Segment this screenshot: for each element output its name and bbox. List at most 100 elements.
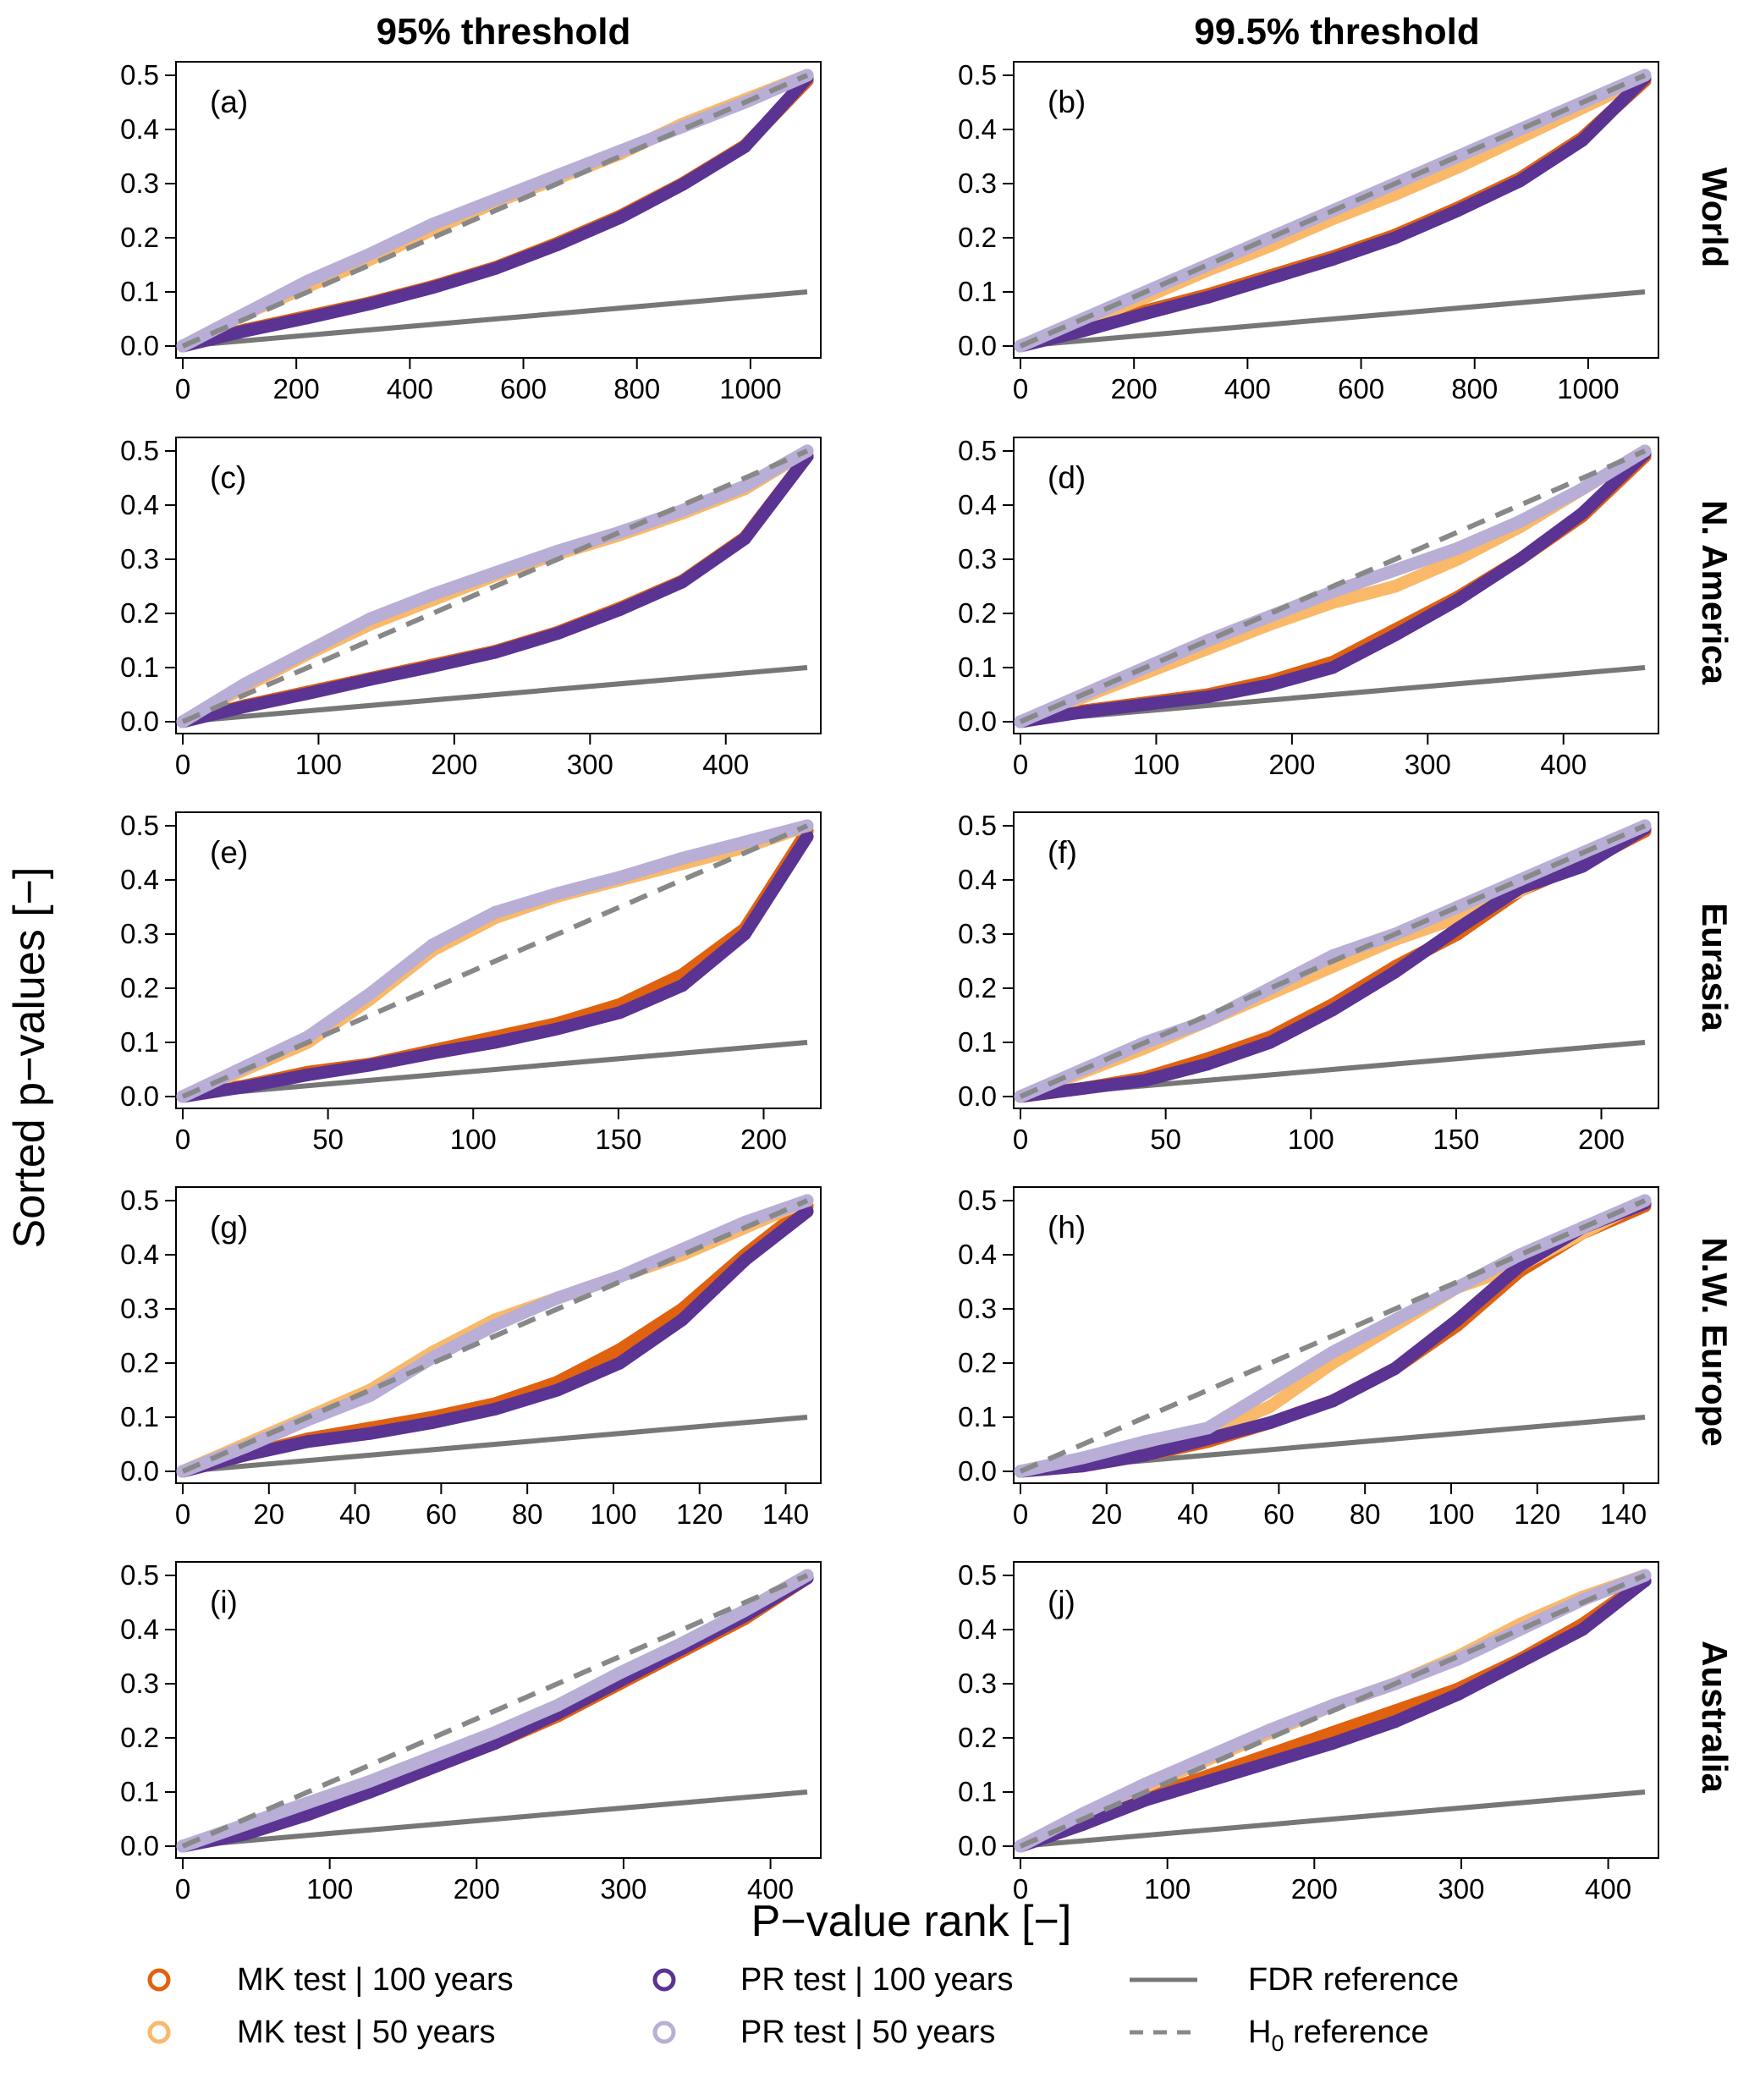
data-point	[1326, 1345, 1339, 1359]
x-tick-label: 200	[1291, 1873, 1338, 1905]
data-point	[1076, 1081, 1090, 1095]
series-line-pr-50	[1014, 1569, 1652, 1853]
data-point	[1201, 1750, 1214, 1763]
series-line-pr-100	[1014, 822, 1652, 1103]
panel-label: (a)	[210, 85, 248, 119]
data-point	[301, 311, 315, 325]
x-tick-label: 150	[595, 1124, 641, 1155]
panel-label: (i)	[210, 1585, 238, 1619]
data-point	[426, 588, 439, 602]
y-tick-label: 0.1	[120, 651, 159, 683]
series-line-pr-50	[176, 819, 814, 1103]
data-point	[1326, 1394, 1339, 1408]
data-point	[363, 297, 377, 311]
data-point	[1201, 1014, 1214, 1027]
data-point	[1076, 1451, 1090, 1465]
data-point	[1513, 552, 1526, 566]
x-tick-label: 20	[253, 1498, 284, 1530]
panel-frame	[175, 61, 822, 359]
x-tick-label: 100	[450, 1124, 497, 1155]
data-point	[301, 1808, 315, 1822]
fdr-reference-line	[182, 1415, 808, 1474]
data-point	[1139, 1777, 1152, 1790]
panel-frame	[1013, 61, 1659, 359]
y-tick-label: 0.4	[958, 113, 997, 145]
legend-label: FDR reference	[1248, 1962, 1459, 1998]
series-line-pr-100	[176, 1205, 814, 1478]
data-point	[1263, 1416, 1277, 1429]
y-tick-label: 0.4	[120, 1239, 159, 1270]
data-point	[613, 871, 627, 884]
series-line-pr-50	[1014, 1194, 1652, 1478]
data-point	[1389, 1361, 1402, 1375]
x-tick-label: 0	[175, 1498, 190, 1530]
panels: 0.00.10.20.30.40.50 200 400 600 800 1000(a)0.…	[120, 59, 1659, 1905]
data-point	[1513, 514, 1526, 528]
x-tick-label: 0	[175, 1124, 190, 1155]
data-point	[1201, 1421, 1214, 1435]
legend-marker	[147, 2020, 171, 2044]
x-tick-label: 140	[762, 1498, 809, 1530]
data-point	[1451, 1688, 1465, 1701]
legend-label: PR test | 100 years	[740, 1962, 1013, 1998]
series-pr-50	[176, 444, 814, 728]
data-point	[301, 274, 315, 288]
data-point	[1263, 1383, 1277, 1397]
panel-frame	[175, 1561, 822, 1859]
data-point	[426, 1416, 439, 1429]
x-tick-label: 300	[567, 749, 613, 780]
y-tick-label: 0.2	[958, 222, 997, 253]
h0-reference-line	[1019, 448, 1647, 724]
data-point	[1326, 1736, 1339, 1750]
series-line-pr-100	[176, 830, 814, 1103]
panel-label: (h)	[1048, 1210, 1086, 1245]
x-tick-label: 80	[512, 1498, 543, 1530]
data-point	[426, 938, 439, 952]
data-point	[613, 1666, 627, 1679]
data-point	[1389, 1313, 1402, 1327]
y-tick-label: 0.3	[120, 1293, 159, 1324]
series-line-pr-50	[1014, 444, 1652, 728]
x-tick-label: 50	[1150, 1124, 1181, 1155]
panel-label: (f)	[1048, 835, 1077, 870]
data-point	[738, 1604, 751, 1618]
h0-reference-line	[1019, 73, 1647, 349]
data-point	[363, 1388, 377, 1402]
panel-label: (j)	[1048, 1585, 1075, 1619]
series-line-pr-100	[1014, 447, 1652, 728]
x-tick-label: 0	[1013, 373, 1028, 404]
data-point	[426, 1750, 439, 1763]
data-point	[551, 544, 564, 558]
x-tick-label: 100	[1133, 749, 1180, 780]
y-tick-label: 0.1	[120, 276, 159, 307]
legend-item-mk-test-50-years: MK test | 50 years	[147, 2015, 496, 2050]
data-point	[551, 168, 564, 182]
y-tick-label: 0.3	[958, 1293, 997, 1324]
x-tick-label: 50	[312, 1124, 344, 1155]
x-tick-label: 20	[1091, 1498, 1122, 1530]
y-tick-label: 0.5	[958, 1185, 997, 1216]
data-point	[1263, 1036, 1277, 1049]
data-point	[1263, 609, 1277, 623]
x-tick-label: 100	[295, 749, 342, 780]
data-point	[1263, 1756, 1277, 1769]
column-title-99-5: 99.5% threshold	[1194, 11, 1479, 52]
y-tick-label: 0.3	[958, 168, 997, 199]
data-point	[363, 673, 377, 686]
series-pr-50	[176, 819, 814, 1103]
legend-item-pr-test-50-years: PR test | 50 years	[652, 2015, 995, 2050]
y-tick-label: 0.3	[958, 1668, 997, 1699]
data-point	[1139, 1074, 1152, 1087]
y-tick-label: 0.0	[958, 1455, 997, 1487]
series-line-pr-50	[176, 69, 814, 353]
data-point	[613, 603, 627, 617]
data-point	[1451, 541, 1465, 555]
y-tick-label: 0.3	[120, 1668, 159, 1699]
y-tick-label: 0.5	[120, 59, 159, 91]
data-point	[363, 1774, 377, 1788]
y-tick-label: 0.1	[120, 1401, 159, 1432]
data-point	[675, 575, 689, 589]
y-tick-label: 0.0	[120, 706, 159, 737]
data-point	[239, 324, 252, 338]
